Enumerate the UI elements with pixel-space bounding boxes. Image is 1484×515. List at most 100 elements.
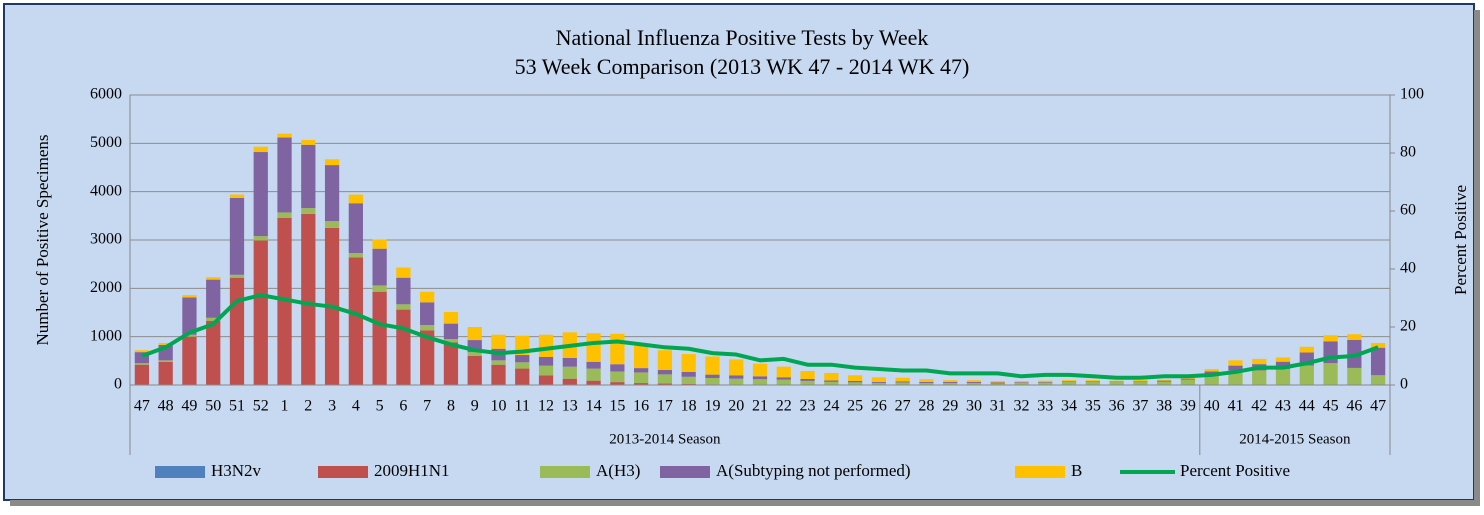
bar <box>705 375 719 378</box>
bar <box>705 356 719 374</box>
y2-tick-label: 0 <box>1400 376 1408 393</box>
bar <box>872 382 886 383</box>
bar <box>1371 348 1385 376</box>
group-label: 2014-2015 Season <box>1239 431 1351 447</box>
bar <box>159 362 173 385</box>
x-tick-label: 19 <box>704 398 720 415</box>
legend-label: 2009H1N1 <box>374 461 450 480</box>
bar <box>872 377 886 382</box>
bar <box>682 377 696 384</box>
x-tick-label: 52 <box>253 398 269 415</box>
bar <box>349 203 363 253</box>
bar <box>491 365 505 385</box>
bar <box>277 212 291 217</box>
bar <box>824 373 838 380</box>
y2-tick-label: 80 <box>1400 144 1416 161</box>
bar <box>1062 380 1076 381</box>
bar <box>658 370 672 374</box>
bar <box>206 277 220 279</box>
legend-swatch <box>660 466 710 478</box>
bar <box>824 380 838 381</box>
bar <box>634 346 648 368</box>
bar <box>230 275 244 278</box>
x-tick-label: 34 <box>1061 398 1077 415</box>
bar <box>135 363 149 364</box>
bar <box>753 376 767 379</box>
bar <box>468 327 482 340</box>
bar <box>848 382 862 384</box>
x-tick-label: 6 <box>399 398 407 415</box>
x-tick-label: 29 <box>942 398 958 415</box>
x-tick-label: 43 <box>1275 398 1291 415</box>
bar <box>896 381 910 382</box>
bar <box>705 378 719 384</box>
bar <box>991 381 1005 382</box>
bar <box>896 378 910 382</box>
shadow <box>10 500 1480 506</box>
bar <box>230 195 244 198</box>
bar <box>610 334 624 364</box>
x-tick-label: 12 <box>538 398 554 415</box>
bar <box>1347 368 1361 385</box>
bar <box>896 382 910 384</box>
y2-tick-label: 20 <box>1400 318 1416 335</box>
bar <box>372 292 386 385</box>
bar <box>349 257 363 385</box>
x-tick-label: 25 <box>847 398 863 415</box>
bar <box>349 195 363 204</box>
x-tick-label: 4 <box>352 398 360 415</box>
bar <box>943 380 957 382</box>
bar <box>396 310 410 385</box>
bar <box>277 138 291 213</box>
bar <box>301 140 315 145</box>
x-tick-label: 49 <box>181 398 197 415</box>
x-tick-label: 32 <box>1014 398 1030 415</box>
shadow <box>1474 10 1480 504</box>
bar <box>1323 335 1337 341</box>
bar <box>254 152 268 236</box>
x-tick-label: 1 <box>281 398 289 415</box>
bar <box>539 335 553 357</box>
bar <box>1086 381 1100 382</box>
bar <box>372 240 386 249</box>
bar <box>1371 343 1385 348</box>
x-tick-label: 28 <box>918 398 934 415</box>
bar <box>777 367 791 378</box>
bar <box>1323 363 1337 385</box>
bar <box>372 285 386 291</box>
bar <box>539 357 553 366</box>
bar <box>563 367 577 379</box>
bar <box>539 375 553 385</box>
bar <box>682 372 696 377</box>
x-tick-label: 11 <box>515 398 530 415</box>
bar <box>515 362 529 368</box>
y2-tick-label: 40 <box>1400 260 1416 277</box>
bar <box>444 324 458 339</box>
bar <box>396 268 410 278</box>
y-tick-label: 0 <box>114 376 122 393</box>
x-tick-label: 50 <box>205 398 221 415</box>
bar <box>800 381 814 385</box>
bar <box>159 360 173 361</box>
y-tick-label: 1000 <box>90 327 122 344</box>
y-tick-label: 6000 <box>90 86 122 103</box>
bar <box>515 355 529 362</box>
bar <box>586 381 600 385</box>
bar <box>539 366 553 376</box>
bar <box>277 134 291 138</box>
x-tick-label: 39 <box>1180 398 1196 415</box>
bar <box>1300 347 1314 353</box>
bar <box>372 249 386 286</box>
bar <box>1014 382 1028 383</box>
bar <box>206 321 220 385</box>
bar <box>848 381 862 382</box>
bar <box>1181 380 1195 385</box>
chart-subtitle: 53 Week Comparison (2013 WK 47 - 2014 WK… <box>515 54 970 79</box>
x-tick-label: 31 <box>990 398 1006 415</box>
bar <box>1252 370 1266 385</box>
x-tick-label: 27 <box>895 398 911 415</box>
y-axis-title: Number of Positive Specimens <box>33 134 52 345</box>
legend-swatch <box>155 466 205 478</box>
